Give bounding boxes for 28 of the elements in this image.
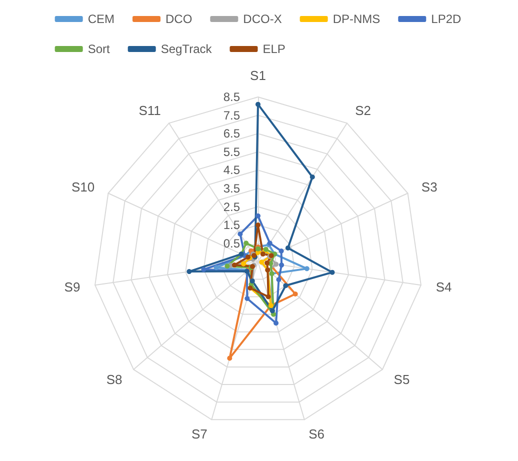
y-tick-label: 7.5: [223, 108, 240, 122]
y-tick-label: 0.5: [223, 236, 240, 250]
spoke-label: S7: [191, 426, 208, 442]
y-tick-label: 8.5: [223, 90, 240, 104]
y-tick-label: 3.5: [223, 181, 240, 196]
spoke-label: S9: [64, 280, 80, 295]
y-tick-label: 4.5: [223, 163, 240, 178]
spoke-label: S4: [436, 280, 452, 295]
spoke-label: S11: [138, 103, 161, 118]
legend-label: LP2D: [431, 12, 462, 26]
spoke-label: S5: [394, 372, 410, 387]
y-tick-label: 5.5: [223, 144, 240, 159]
spoke-label: S10: [71, 180, 95, 195]
y-tick-label: 2.5: [223, 200, 240, 214]
legend-label: Sort: [88, 42, 110, 56]
legend-label: DCO: [165, 12, 192, 26]
legend-label: CEM: [88, 12, 114, 26]
legend-label: ELP: [262, 42, 286, 56]
legend-label: DCO-X: [243, 12, 282, 26]
spoke-label: S1: [250, 68, 266, 83]
legend-label: SegTrack: [160, 42, 213, 56]
spoke-label: S3: [421, 180, 438, 195]
spoke-label: S6: [308, 426, 325, 442]
y-tick-label: 1.5: [223, 218, 240, 232]
spoke-label: S2: [355, 103, 372, 118]
legend-label: DP-NMS: [332, 12, 380, 26]
y-tick-label: 6.5: [223, 126, 240, 141]
spoke-label: S8: [106, 372, 122, 387]
